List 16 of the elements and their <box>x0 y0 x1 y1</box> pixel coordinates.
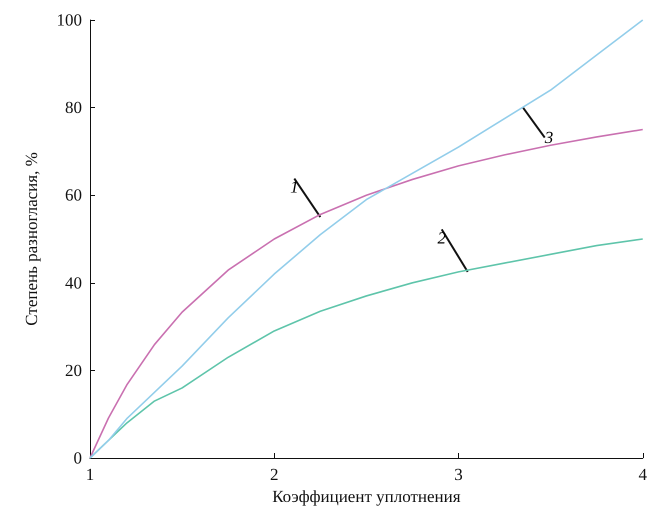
x-tick-label: 4 <box>638 465 648 484</box>
x-tick-label: 1 <box>86 465 94 484</box>
y-tick-label: 80 <box>65 98 82 118</box>
y-tick-label: 20 <box>65 360 82 380</box>
line-series <box>89 19 644 459</box>
y-tick-label: 0 <box>74 448 82 468</box>
x-tick-label: 3 <box>454 465 463 484</box>
y-tick-label: 40 <box>65 273 82 292</box>
y-tick-label: 60 <box>65 186 82 205</box>
annotation: 1 <box>290 178 299 197</box>
x-tick-label: 2 <box>270 465 278 484</box>
y-axis-title: Степень разногласия, % <box>22 152 41 326</box>
annotation: 3 <box>544 128 554 148</box>
y-tick-label: 100 <box>56 10 82 30</box>
annotation: 2 <box>437 228 446 248</box>
x-axis-title: Коэффициент уплотнения <box>272 487 461 506</box>
